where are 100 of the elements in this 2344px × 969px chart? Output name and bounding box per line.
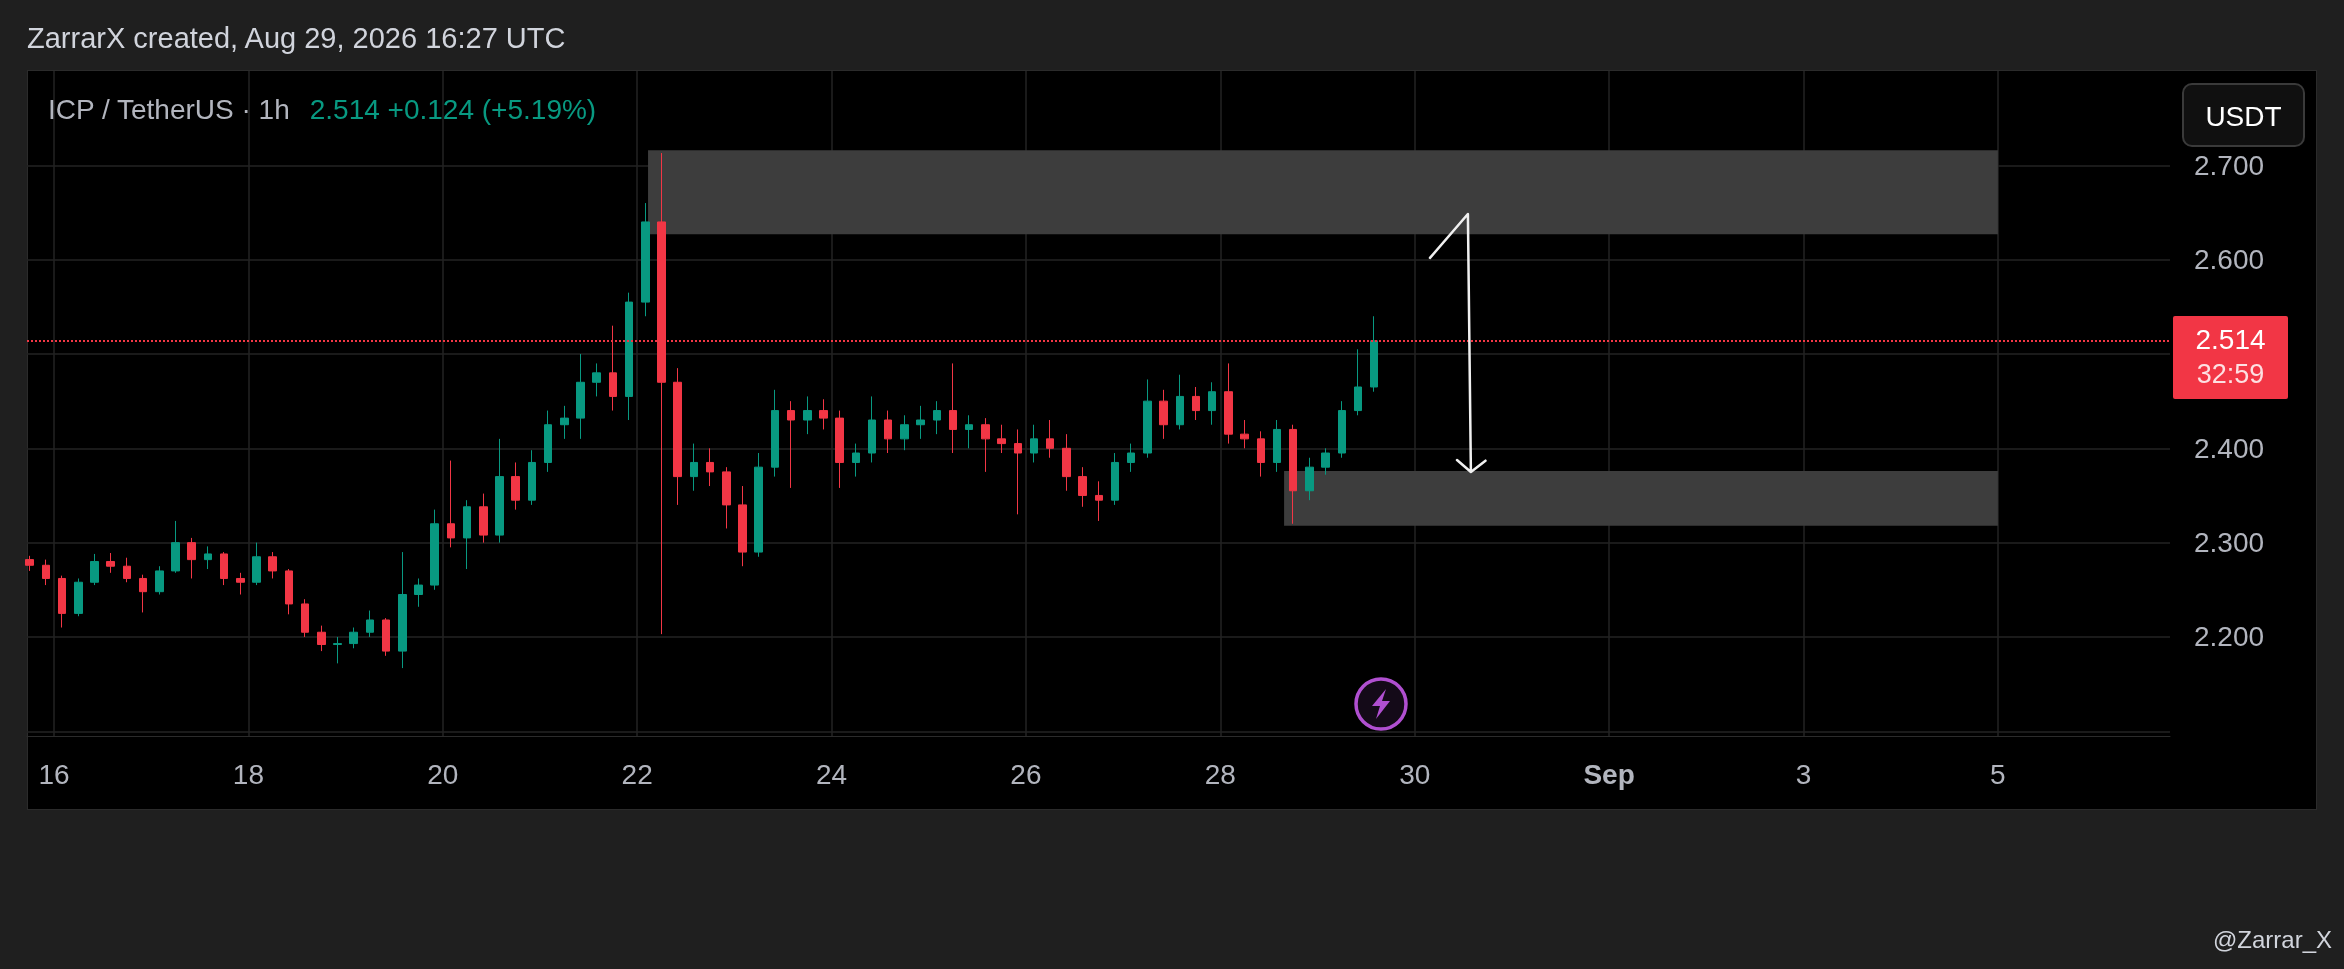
y-tick-label: 2.200 xyxy=(2194,621,2265,653)
candlestick xyxy=(706,447,714,487)
y-tick-label: 2.300 xyxy=(2194,527,2265,559)
candlestick xyxy=(722,466,731,529)
candlestick xyxy=(106,552,115,574)
candlestick xyxy=(1159,389,1168,440)
candlestick xyxy=(916,405,925,440)
candlestick xyxy=(852,443,860,478)
candlestick xyxy=(868,395,876,463)
candlestick xyxy=(58,575,66,629)
text: ICP / TetherUS · 1h xyxy=(48,94,290,125)
candlestick xyxy=(42,559,50,586)
candlestick xyxy=(25,555,34,572)
candlestick xyxy=(1143,378,1152,459)
x-tick-label: 20 xyxy=(427,758,459,790)
candlestick xyxy=(317,625,326,652)
text: @Zarrar_X xyxy=(2212,926,2332,953)
candlestick xyxy=(463,499,471,570)
candlestick xyxy=(1078,466,1087,508)
candlestick xyxy=(333,636,342,664)
candlestick xyxy=(900,414,909,451)
candlestick xyxy=(171,520,180,574)
candlestick xyxy=(268,551,277,579)
candlestick xyxy=(933,400,941,435)
candlestick xyxy=(1273,419,1281,473)
candlestick xyxy=(349,627,358,649)
text: 2.514 +0.124 (+5.19%) xyxy=(309,94,597,125)
candlestick xyxy=(738,485,747,567)
candlestick xyxy=(528,449,536,506)
x-tick-label: 28 xyxy=(1204,758,1236,790)
candlestick xyxy=(187,537,196,579)
candlestick xyxy=(754,452,763,558)
candlestick xyxy=(430,509,439,591)
text: 32:59 xyxy=(2195,357,2266,391)
candlestick xyxy=(1224,362,1233,445)
y-tick-label: 2.400 xyxy=(2194,432,2265,464)
candlestick xyxy=(1305,457,1314,501)
candlestick xyxy=(690,443,698,492)
candlestick xyxy=(1014,428,1022,515)
x-tick-label: 22 xyxy=(621,758,653,790)
x-tick-label: 16 xyxy=(38,758,70,790)
candlestick xyxy=(771,389,779,478)
candlestick xyxy=(819,398,828,430)
candlestick xyxy=(285,568,293,615)
candlestick xyxy=(884,410,892,454)
candlestick xyxy=(641,202,650,317)
text: USDT xyxy=(2182,83,2305,147)
text: ZarrarX created, Aug 29, 2026 16:27 UTC xyxy=(27,22,566,54)
y-tick-label: 2.600 xyxy=(2194,244,2265,276)
candlestick xyxy=(1046,419,1054,459)
x-tick-label: 5 xyxy=(1990,758,2006,790)
candlestick xyxy=(1062,433,1071,492)
ref-line-label: 2.514 xyxy=(2194,322,2267,357)
candlestick xyxy=(204,545,212,570)
candlestick xyxy=(544,410,552,473)
candlestick xyxy=(1257,430,1265,478)
x-tick-label: 26 xyxy=(1010,758,1042,790)
candlestick xyxy=(1111,452,1119,506)
candlestick xyxy=(366,610,374,638)
candlestick xyxy=(155,565,164,596)
candlestick xyxy=(123,557,131,583)
x-tick-label: 18 xyxy=(232,758,264,790)
x-tick-label: 30 xyxy=(1399,758,1431,790)
candlestick xyxy=(576,353,585,440)
candlestick xyxy=(1192,386,1200,421)
candlestick xyxy=(1370,315,1378,393)
candlestick xyxy=(447,460,455,548)
candlestick xyxy=(252,542,261,586)
candlestick xyxy=(1095,480,1103,522)
candlestick xyxy=(74,577,83,617)
candlestick xyxy=(1321,447,1330,476)
candlestick xyxy=(835,410,844,489)
candlestick xyxy=(981,417,990,473)
x-tick-label: Sep xyxy=(1583,758,1635,790)
candlestick xyxy=(236,572,245,596)
candlestick xyxy=(949,362,957,454)
candlestick xyxy=(90,553,99,586)
candlestick xyxy=(625,292,633,421)
candlestick xyxy=(803,395,812,435)
candlestick xyxy=(479,493,488,544)
candlestick xyxy=(139,574,147,613)
candlestick xyxy=(301,598,309,638)
x-tick-label: 3 xyxy=(1795,758,1812,790)
candlestick xyxy=(1354,348,1362,416)
candlestick xyxy=(414,577,423,608)
y-tick-label: 2.700 xyxy=(2194,149,2265,181)
candlestick xyxy=(1338,400,1346,459)
candlestick xyxy=(1176,374,1184,430)
candlestick xyxy=(1030,424,1038,463)
candlestick xyxy=(1208,381,1216,426)
candlestick xyxy=(398,551,407,669)
candlestick xyxy=(1127,443,1135,473)
candlestick xyxy=(560,405,569,440)
candlestick xyxy=(495,438,504,544)
candlestick xyxy=(592,362,601,397)
candlestick xyxy=(511,461,520,511)
candlestick xyxy=(382,617,390,657)
candlestick xyxy=(1289,424,1297,525)
candlestick xyxy=(965,414,973,449)
candlestick xyxy=(1240,419,1249,449)
